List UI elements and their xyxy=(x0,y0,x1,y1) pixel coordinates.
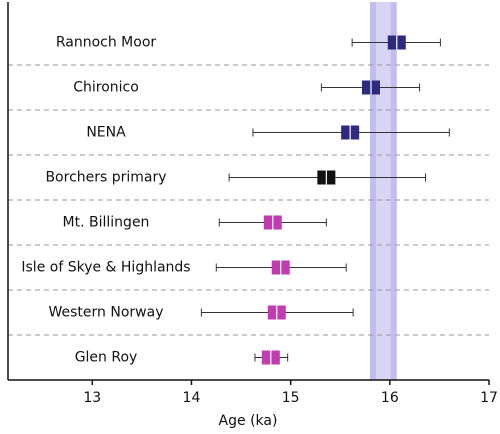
category-label: Chironico xyxy=(73,80,139,96)
x-tick-label: 16 xyxy=(381,390,399,406)
x-tick-label: 15 xyxy=(282,390,300,406)
category-label: Borchers primary xyxy=(45,170,166,186)
category-label: Mt. Billingen xyxy=(63,215,150,231)
reference-band-core xyxy=(375,2,391,380)
category-label: NENA xyxy=(86,125,126,141)
category-label: Western Norway xyxy=(49,305,164,321)
x-tick-label: 17 xyxy=(480,390,498,406)
reference-band xyxy=(369,2,397,380)
x-tick-label: 14 xyxy=(183,390,201,406)
x-axis-label: Age (ka) xyxy=(219,413,278,429)
category-label: Glen Roy xyxy=(75,350,138,366)
category-label: Rannoch Moor xyxy=(56,35,157,51)
x-tick-label: 13 xyxy=(83,390,101,406)
category-label: Isle of Skye & Highlands xyxy=(21,260,190,276)
